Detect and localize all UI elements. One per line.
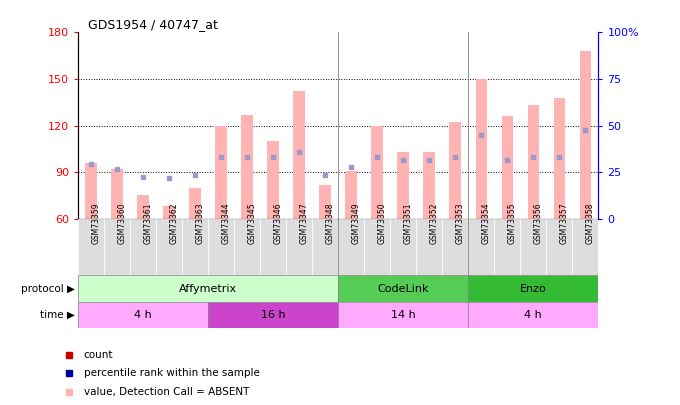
Text: GSM73345: GSM73345 [248,202,256,244]
Text: CodeLink: CodeLink [377,284,429,294]
Bar [502,116,513,219]
Bar [371,126,383,219]
Bar [86,163,97,219]
Bar [469,302,598,328]
Text: GSM73347: GSM73347 [299,202,308,244]
Bar [547,219,573,275]
Bar [208,302,338,328]
Bar [78,302,208,328]
Text: GSM73344: GSM73344 [221,202,231,244]
Bar [320,185,331,219]
Text: percentile rank within the sample: percentile rank within the sample [84,369,260,378]
Bar [182,219,208,275]
Text: GSM73350: GSM73350 [377,202,386,244]
Bar [260,219,286,275]
Text: 14 h: 14 h [391,310,415,320]
Bar [390,219,416,275]
Text: GSM73354: GSM73354 [481,202,490,244]
Bar [163,206,175,219]
Text: Affymetrix: Affymetrix [180,284,237,294]
Text: 4 h: 4 h [524,310,542,320]
Bar [579,51,591,219]
Bar [267,141,279,219]
Bar [208,219,234,275]
Text: GSM73361: GSM73361 [143,202,152,244]
Bar [520,219,547,275]
Bar [286,219,312,275]
Bar [345,171,357,219]
Bar [494,219,520,275]
Bar [131,219,156,275]
Text: 16 h: 16 h [261,310,286,320]
Bar [78,219,104,275]
Text: GSM73349: GSM73349 [352,202,360,244]
Bar [104,219,131,275]
Bar [528,105,539,219]
Text: GSM73358: GSM73358 [585,202,594,244]
Bar [338,275,469,302]
Bar [78,275,338,302]
Bar [190,188,201,219]
Text: GSM73346: GSM73346 [273,202,282,244]
Text: count: count [84,350,113,360]
Bar [424,152,435,219]
Text: GSM73363: GSM73363 [195,202,204,244]
Text: 4 h: 4 h [135,310,152,320]
Bar [137,196,149,219]
Bar [449,122,461,219]
Text: Enzo: Enzo [520,284,547,294]
Bar [156,219,182,275]
Text: GDS1954 / 40747_at: GDS1954 / 40747_at [88,18,218,31]
Text: GSM73351: GSM73351 [403,202,412,244]
Bar [364,219,390,275]
Bar [294,92,305,219]
Text: GSM73362: GSM73362 [169,202,178,244]
Text: GSM73360: GSM73360 [117,202,126,244]
Text: GSM73348: GSM73348 [325,202,335,244]
Text: protocol ▶: protocol ▶ [21,284,75,294]
Bar [398,152,409,219]
Text: time ▶: time ▶ [40,310,75,320]
Bar [312,219,338,275]
Bar [234,219,260,275]
Bar [442,219,469,275]
Bar [554,98,565,219]
Text: GSM73352: GSM73352 [429,202,439,244]
Bar [416,219,442,275]
Text: GSM73355: GSM73355 [507,202,516,244]
Bar [241,115,253,219]
Bar [338,219,364,275]
Text: GSM73353: GSM73353 [456,202,464,244]
Bar [112,169,123,219]
Bar [338,302,469,328]
Bar [475,79,487,219]
Bar [573,219,598,275]
Bar [216,126,227,219]
Text: GSM73359: GSM73359 [91,202,100,244]
Text: GSM73356: GSM73356 [533,202,543,244]
Bar [469,219,494,275]
Bar [469,275,598,302]
Text: GSM73357: GSM73357 [560,202,568,244]
Text: value, Detection Call = ABSENT: value, Detection Call = ABSENT [84,387,249,396]
